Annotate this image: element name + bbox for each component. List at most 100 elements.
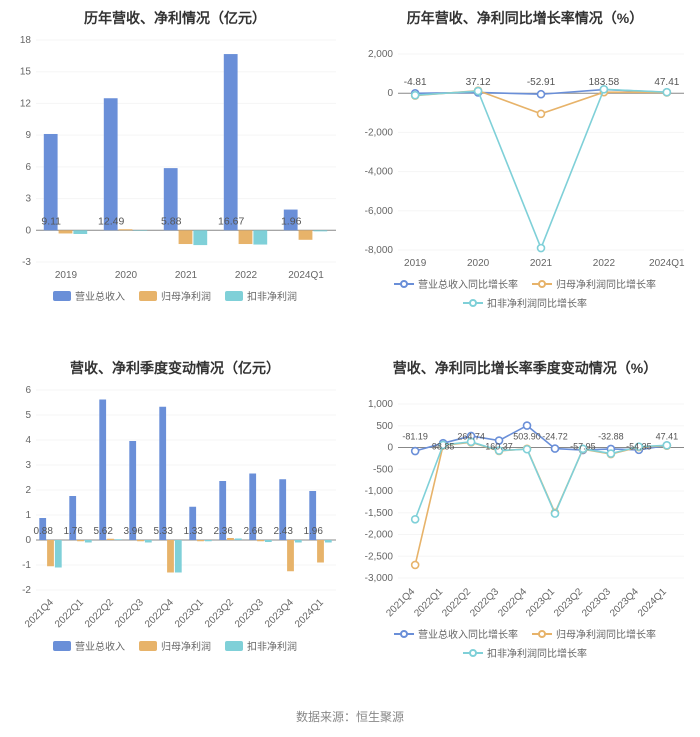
legend-label: 归母净利润同比增长率	[556, 626, 656, 641]
svg-text:0: 0	[25, 535, 31, 546]
line-chart: -3,000-2,500-2,000-1,500-1,000-50005001,…	[354, 384, 694, 624]
svg-text:3: 3	[25, 194, 31, 205]
svg-text:2022Q3: 2022Q3	[113, 597, 146, 630]
legend-label: 归母净利润同比增长率	[556, 276, 656, 291]
bar	[205, 540, 212, 541]
svg-text:15: 15	[20, 67, 32, 78]
series-marker	[412, 448, 419, 455]
svg-text:2022Q2: 2022Q2	[83, 597, 116, 630]
svg-text:2: 2	[25, 485, 31, 496]
svg-text:2023Q1: 2023Q1	[524, 586, 557, 619]
svg-text:500: 500	[376, 421, 393, 432]
legend-swatch	[532, 279, 552, 289]
bar	[287, 540, 294, 571]
legend-swatch	[394, 629, 414, 639]
svg-text:2023Q1: 2023Q1	[173, 597, 206, 630]
bar	[175, 540, 182, 573]
svg-text:2023Q2: 2023Q2	[552, 586, 585, 619]
svg-text:4: 4	[25, 435, 31, 446]
series-marker	[475, 88, 482, 95]
svg-text:-3: -3	[22, 257, 31, 268]
svg-text:2024Q1: 2024Q1	[293, 597, 326, 630]
svg-text:2021: 2021	[530, 258, 553, 269]
legend-item: 扣非净利润	[225, 638, 297, 653]
point-label: 264.74	[457, 432, 485, 442]
svg-text:-2,000: -2,000	[365, 127, 394, 138]
svg-text:6: 6	[25, 385, 31, 396]
svg-text:2023Q3: 2023Q3	[233, 597, 266, 630]
svg-text:2022: 2022	[593, 258, 616, 269]
svg-text:2020: 2020	[115, 270, 138, 281]
bar	[325, 540, 332, 543]
bar	[253, 230, 267, 244]
svg-text:-1,000: -1,000	[365, 486, 394, 497]
point-label: -81.19	[402, 432, 428, 442]
svg-text:2021: 2021	[175, 270, 198, 281]
svg-text:2024Q1: 2024Q1	[288, 270, 324, 281]
svg-text:1: 1	[25, 510, 31, 521]
panel-annual-bar: 历年营收、净利情况（亿元）-303691215189.1112.495.8816…	[0, 0, 350, 350]
bar	[137, 540, 144, 541]
bar	[85, 540, 92, 543]
svg-text:9: 9	[25, 130, 31, 141]
legend-item: 扣非净利润	[225, 288, 297, 303]
svg-text:3: 3	[25, 460, 31, 471]
chart-grid: 历年营收、净利情况（亿元）-303691215189.1112.495.8816…	[0, 0, 700, 700]
series-marker	[538, 91, 545, 98]
bar-value-label: 9.11	[41, 215, 61, 227]
point-label: 183.58	[589, 77, 620, 88]
point-label: -57.95	[570, 442, 596, 452]
point-label: 47.41	[656, 432, 679, 442]
bar-value-label: 1.33	[183, 526, 203, 537]
bar	[159, 407, 166, 540]
svg-text:2024Q1: 2024Q1	[649, 258, 685, 269]
svg-text:6: 6	[25, 162, 31, 173]
bar	[133, 230, 147, 231]
line-chart: -8,000-6,000-4,000-2,00002,000-4.8137.12…	[354, 34, 694, 274]
point-label: -54.35	[626, 442, 652, 452]
svg-text:2023Q3: 2023Q3	[580, 586, 613, 619]
bar	[299, 230, 313, 240]
legend-label: 营业总收入	[75, 288, 125, 303]
point-label: -24.72	[542, 432, 568, 442]
svg-text:2022Q2: 2022Q2	[440, 586, 473, 619]
svg-text:-500: -500	[373, 464, 393, 475]
legend-label: 扣非净利润同比增长率	[487, 645, 587, 660]
series-marker	[538, 245, 545, 252]
svg-text:0: 0	[387, 443, 393, 454]
series-marker	[663, 89, 670, 96]
series-marker	[551, 510, 558, 517]
svg-text:2022Q4: 2022Q4	[496, 586, 529, 619]
svg-text:0: 0	[387, 88, 393, 99]
svg-text:-1: -1	[22, 560, 31, 571]
bar-value-label: 5.62	[93, 526, 113, 537]
bar-chart: -303691215189.1112.495.8816.671.96201920…	[4, 34, 344, 286]
panel-annual-line: 历年营收、净利同比增长率情况（%）-8,000-6,000-4,000-2,00…	[350, 0, 700, 350]
svg-text:-2,000: -2,000	[365, 530, 394, 541]
bar	[77, 540, 84, 541]
panel-quarter-line: 营收、净利同比增长率季度变动情况（%）-3,000-2,500-2,000-1,…	[350, 350, 700, 700]
bar-value-label: 2.36	[213, 526, 233, 537]
legend-swatch	[53, 291, 71, 301]
bar-value-label: 3.96	[123, 526, 143, 537]
point-label: 47.41	[654, 77, 679, 88]
bar-value-label: 1.96	[303, 526, 323, 537]
chart-title: 营收、净利同比增长率季度变动情况（%）	[354, 358, 696, 378]
legend-item: 营业总收入同比增长率	[394, 626, 518, 641]
bar	[167, 540, 174, 573]
series-marker	[524, 446, 531, 453]
bar-value-label: 12.49	[98, 215, 124, 227]
svg-text:5: 5	[25, 410, 31, 421]
legend-swatch	[139, 641, 157, 651]
bar-chart: -2-101234560.881.765.623.965.331.332.362…	[4, 384, 344, 636]
legend-swatch	[463, 648, 483, 658]
legend-item: 营业总收入	[53, 638, 125, 653]
legend-item: 扣非净利润同比增长率	[463, 295, 587, 310]
panel-quarter-bar: 营收、净利季度变动情况（亿元）-2-101234560.881.765.623.…	[0, 350, 350, 700]
svg-text:2019: 2019	[404, 258, 427, 269]
legend-item: 营业总收入同比增长率	[394, 276, 518, 291]
series-marker	[538, 110, 545, 117]
legend-label: 归母净利润	[161, 638, 211, 653]
legend-item: 归母净利润同比增长率	[532, 626, 656, 641]
series-marker	[412, 561, 419, 568]
